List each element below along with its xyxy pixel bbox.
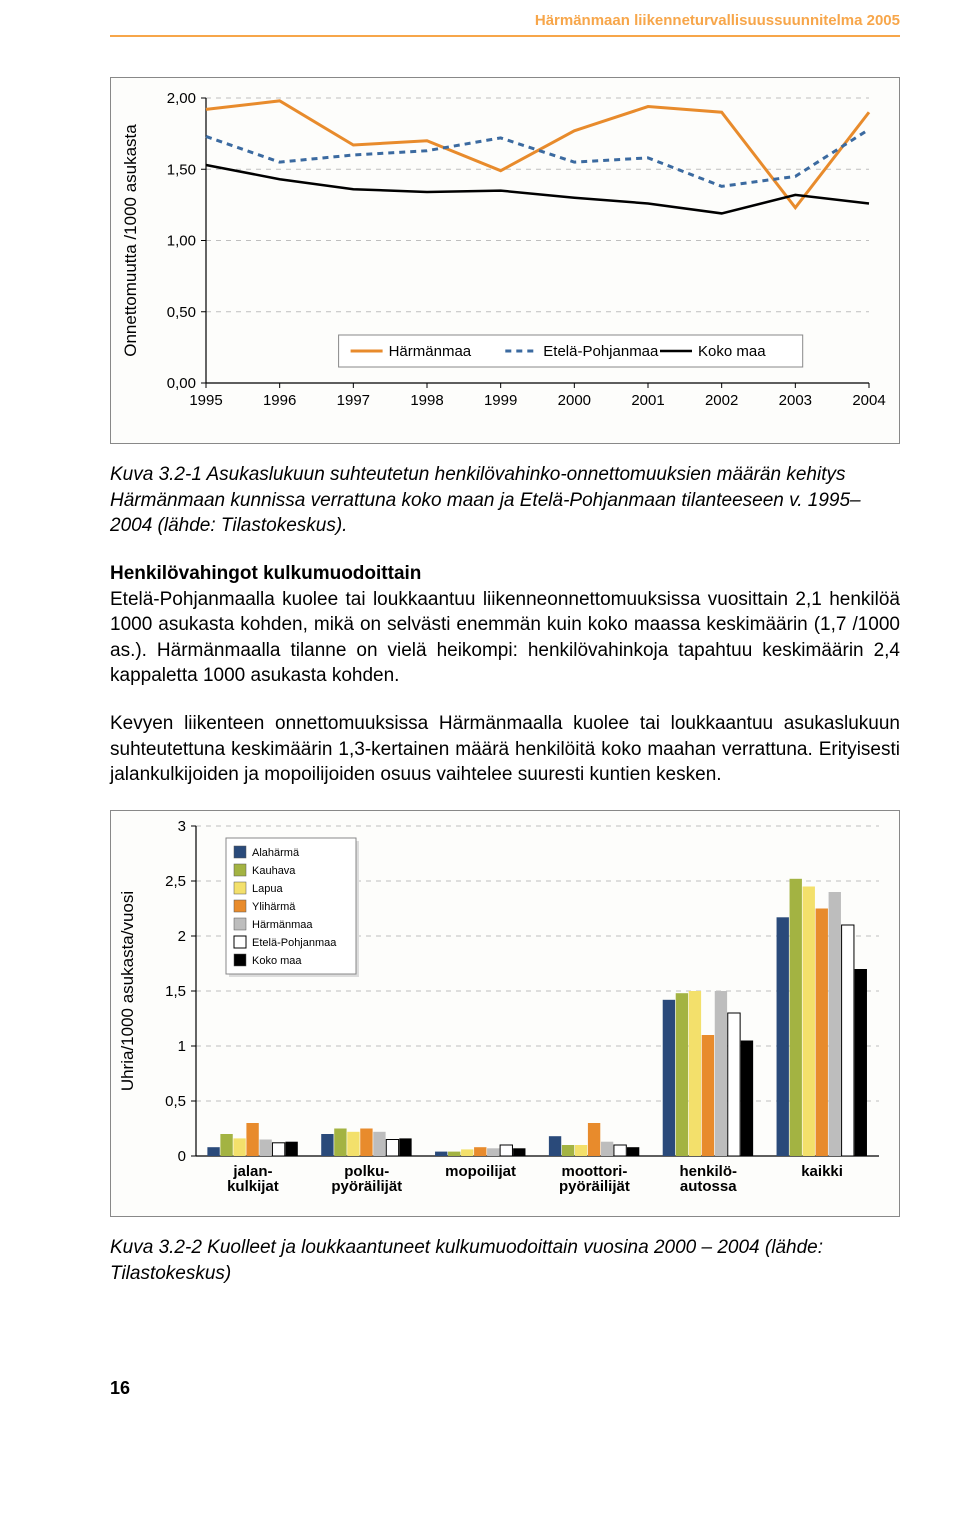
svg-text:Koko maa: Koko maa xyxy=(252,955,302,967)
body-paragraph-1: Henkilövahingot kulkumuodoittain Etelä-P… xyxy=(110,561,900,689)
svg-text:0,5: 0,5 xyxy=(165,1093,186,1110)
svg-text:Härmänmaa: Härmänmaa xyxy=(389,343,472,360)
svg-text:1,00: 1,00 xyxy=(167,233,196,250)
svg-text:1,5: 1,5 xyxy=(165,983,186,1000)
svg-text:Koko maa: Koko maa xyxy=(698,343,766,360)
svg-text:1997: 1997 xyxy=(337,392,370,409)
svg-text:1999: 1999 xyxy=(484,392,517,409)
figure-1-caption: Kuva 3.2-1 Asukaslukuun suhteutetun henk… xyxy=(110,462,900,539)
figure-2-caption: Kuva 3.2-2 Kuolleet ja loukkaantuneet ku… xyxy=(110,1235,900,1286)
svg-text:Ylihärmä: Ylihärmä xyxy=(252,901,296,913)
svg-text:2004: 2004 xyxy=(852,392,885,409)
svg-text:pyöräilijät: pyöräilijät xyxy=(331,1178,402,1195)
svg-text:Onnettomuutta /1000 asukasta: Onnettomuutta /1000 asukasta xyxy=(121,124,140,357)
page-number: 16 xyxy=(110,1378,960,1399)
svg-text:autossa: autossa xyxy=(680,1178,737,1195)
bar-chart: 00,511,522,53Uhria/1000 asukasta/vuosija… xyxy=(111,811,899,1211)
content-area: 0,000,501,001,502,0019951996199719981999… xyxy=(0,37,960,1338)
svg-text:1996: 1996 xyxy=(263,392,296,409)
page: Härmänmaan liikenneturvallisuussuunnitel… xyxy=(0,0,960,1399)
svg-text:2,00: 2,00 xyxy=(167,90,196,107)
svg-text:2003: 2003 xyxy=(779,392,812,409)
line-chart-figure: 0,00 0,50 1,00 1,50 2,00 1995 1996 1997 1998 1999… xyxy=(110,77,900,444)
svg-text:Etelä-Pohjanmaa: Etelä-Pohjanmaa xyxy=(252,937,337,949)
svg-text:0: 0 xyxy=(178,1148,186,1165)
svg-text:2: 2 xyxy=(178,928,186,945)
svg-text:Kauhava: Kauhava xyxy=(252,865,296,877)
svg-text:Härmänmaa: Härmänmaa xyxy=(252,919,313,931)
svg-text:2002: 2002 xyxy=(705,392,738,409)
svg-text:1: 1 xyxy=(178,1038,186,1055)
svg-text:2,5: 2,5 xyxy=(165,873,186,890)
svg-text:pyöräilijät: pyöräilijät xyxy=(559,1178,630,1195)
svg-text:1998: 1998 xyxy=(410,392,443,409)
bar-chart-figure: 00,511,522,53Uhria/1000 asukasta/vuosija… xyxy=(110,810,900,1217)
svg-text:2000: 2000 xyxy=(558,392,591,409)
svg-text:1995: 1995 xyxy=(189,392,222,409)
svg-text:0,50: 0,50 xyxy=(167,304,196,321)
svg-text:3: 3 xyxy=(178,818,186,835)
body-paragraph-2: Kevyen liikenteen onnettomuuksissa Härmä… xyxy=(110,711,900,788)
line-chart: 0,00 0,50 1,00 1,50 2,00 1995 1996 1997 1998 1999… xyxy=(111,78,899,438)
svg-text:Etelä-Pohjanmaa: Etelä-Pohjanmaa xyxy=(543,343,659,360)
svg-text:2001: 2001 xyxy=(631,392,664,409)
svg-text:1,50: 1,50 xyxy=(167,161,196,178)
running-header: Härmänmaan liikenneturvallisuussuunnitel… xyxy=(0,0,960,35)
svg-text:kulkijat: kulkijat xyxy=(227,1178,279,1195)
svg-text:0,00: 0,00 xyxy=(167,375,196,392)
section-heading: Henkilövahingot kulkumuodoittain xyxy=(110,563,421,584)
svg-text:Alahärmä: Alahärmä xyxy=(252,847,300,859)
svg-text:Uhria/1000 asukasta/vuosi: Uhria/1000 asukasta/vuosi xyxy=(118,891,137,1091)
svg-text:Lapua: Lapua xyxy=(252,883,283,895)
svg-text:kaikki: kaikki xyxy=(801,1163,843,1180)
svg-text:mopoilijat: mopoilijat xyxy=(445,1163,516,1180)
para1-text: Etelä-Pohjanmaalla kuolee tai loukkaantu… xyxy=(110,589,900,687)
